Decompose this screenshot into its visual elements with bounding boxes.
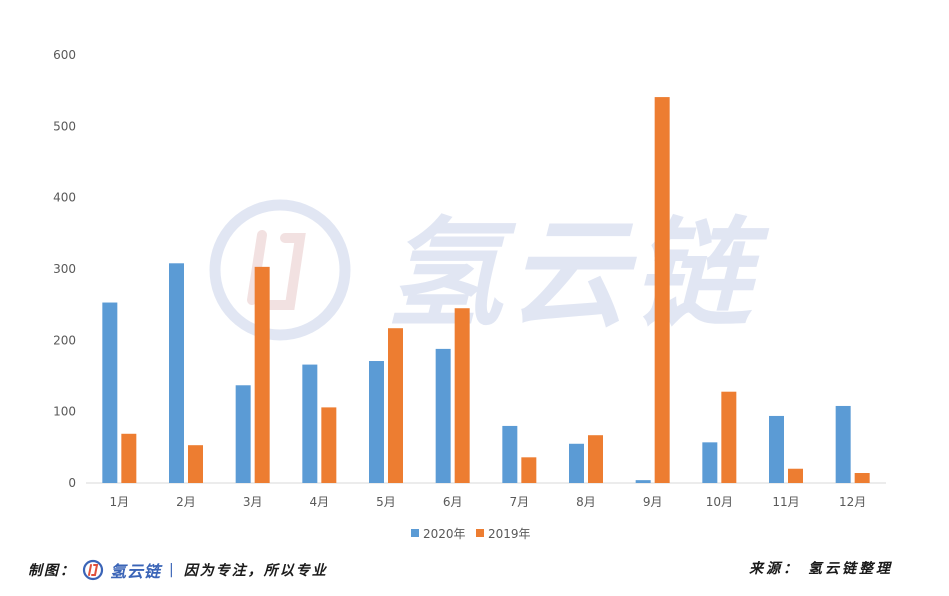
bar-series-1 <box>302 364 318 483</box>
y-tick-label: 400 <box>53 191 76 205</box>
bar-series-2 <box>188 445 203 483</box>
bar-series-2 <box>521 457 537 483</box>
brand-name: 氢云链 <box>110 562 162 581</box>
bar-series-1 <box>769 415 784 483</box>
y-tick-label: 500 <box>53 119 76 133</box>
bar-series-1 <box>502 425 518 483</box>
y-tick-label: 0 <box>68 476 76 490</box>
x-tick-label: 3月 <box>243 495 263 509</box>
y-tick-label: 600 <box>53 48 76 62</box>
bar-series-2 <box>721 391 737 483</box>
x-tick-label: 1月 <box>110 495 130 509</box>
footer-separator: | <box>169 562 176 578</box>
bar-series-1 <box>635 480 651 483</box>
x-tick-label: 2月 <box>176 495 196 509</box>
bar-series-2 <box>788 468 803 483</box>
bar-series-2 <box>588 435 603 483</box>
footer: 制图： 氢云链 | 因为专注，所以专业 来源： 氢云链整理 <box>0 552 949 586</box>
y-tick-label: 200 <box>53 333 76 347</box>
bar-series-1 <box>702 442 718 483</box>
x-tick-label: 12月 <box>839 495 866 509</box>
x-tick-label: 6月 <box>443 495 463 509</box>
x-tick-label: 11月 <box>772 495 799 509</box>
legend-label: 2019年 <box>488 527 531 541</box>
y-axis: 0 100 200 300 400 500 600 <box>53 48 76 490</box>
y-tick-label: 100 <box>53 405 76 419</box>
legend-swatch <box>476 529 484 537</box>
x-tick-label: 8月 <box>576 495 596 509</box>
bar-series-2 <box>654 97 670 483</box>
bar-series-2 <box>454 308 470 483</box>
bar-series-2 <box>121 433 137 483</box>
x-tick-label: 10月 <box>706 495 733 509</box>
x-tick-label: 4月 <box>310 495 330 509</box>
brand-logo-icon <box>82 559 104 581</box>
bar-series-2 <box>321 407 337 483</box>
legend-swatch <box>411 529 419 537</box>
bar-series-2 <box>254 266 270 483</box>
bar-series-1 <box>369 361 384 483</box>
bar-series-1 <box>435 348 451 483</box>
x-tick-label: 7月 <box>510 495 530 509</box>
bar-series-2 <box>388 328 403 483</box>
footer-credit: 制图： 氢云链 | 因为专注，所以专业 <box>28 558 328 582</box>
bars <box>102 97 870 483</box>
x-tick-label: 5月 <box>376 495 396 509</box>
bar-series-1 <box>102 302 118 483</box>
bar-series-1 <box>569 443 584 483</box>
bar-series-1 <box>235 385 251 483</box>
y-tick-label: 300 <box>53 262 76 276</box>
bar-series-1 <box>835 405 851 483</box>
x-tick-label: 9月 <box>643 495 663 509</box>
watermark-text: 氢云链 <box>385 205 770 343</box>
watermark: 氢云链 <box>209 199 770 343</box>
bar-series-2 <box>854 473 870 483</box>
x-axis: 1月 2月 3月 4月 5月 6月 7月 8月 9月 10月 11月 12月 <box>110 495 867 509</box>
made-by-label: 制图： <box>28 563 76 579</box>
bar-series-1 <box>169 263 184 483</box>
legend: 2020年 2019年 <box>411 527 531 541</box>
source-note: 来源： 氢云链整理 <box>749 561 893 577</box>
watermark-logo-icon <box>209 199 351 341</box>
slogan: 因为专注，所以专业 <box>183 563 328 579</box>
legend-label: 2020年 <box>423 527 466 541</box>
